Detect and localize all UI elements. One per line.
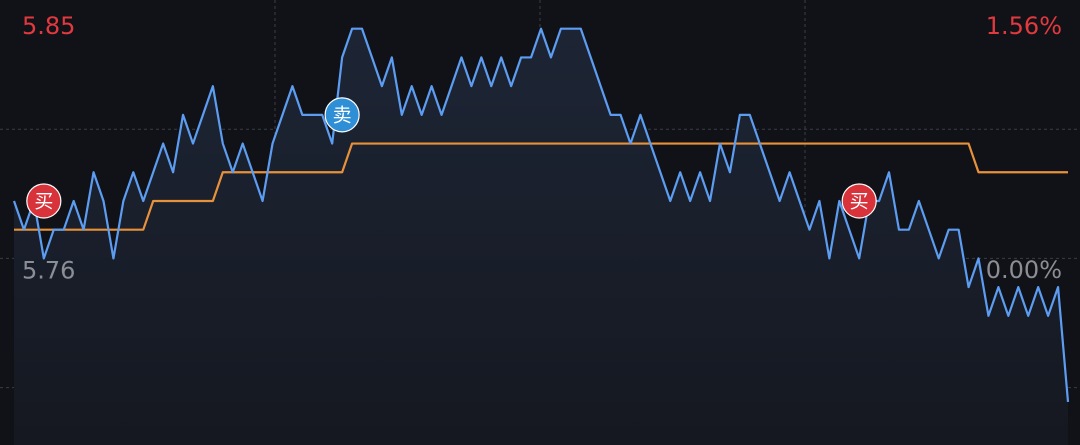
y2-tick-label: 1.56% [986,12,1062,40]
y-tick-label: 5.76 [22,256,75,284]
trade-marker [26,183,62,219]
price-area [14,28,1068,445]
trade-label: 买 [850,190,869,212]
plot: 买 卖买 5.85 5.76 1.56% 0.00% [0,12,1080,445]
trade-marker [324,97,360,133]
trade-label: 买 [34,190,53,212]
trade-label: 卖 [333,104,352,126]
price-line [12,27,1070,403]
average-line [14,142,1068,231]
trade-marker [841,183,877,219]
y-tick-label: 5.85 [22,12,75,40]
y2-tick-label: 0.00% [986,256,1062,284]
